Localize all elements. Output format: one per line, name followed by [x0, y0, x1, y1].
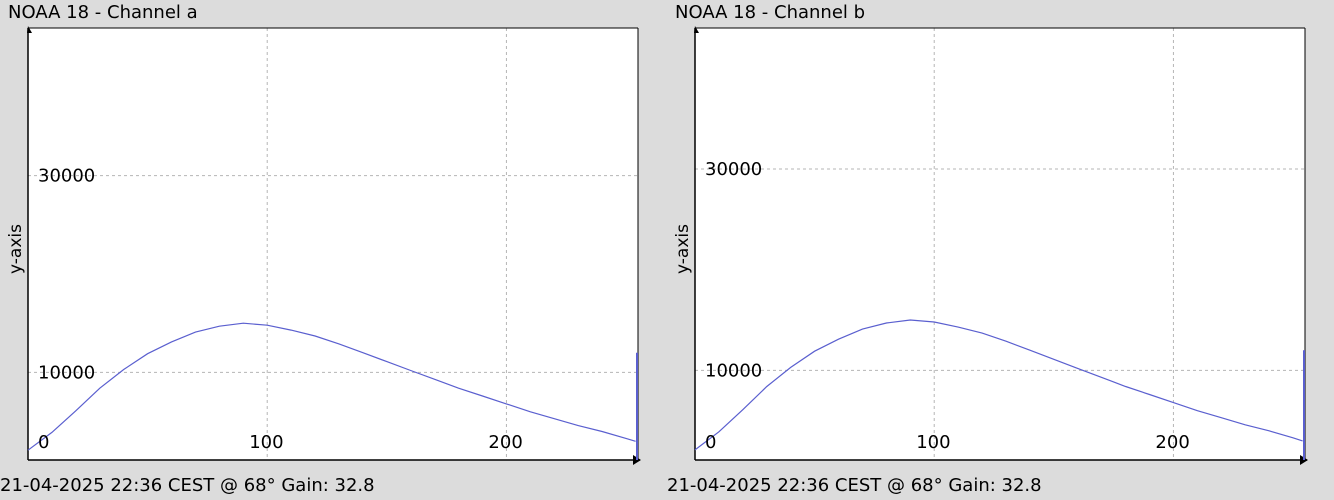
y-tick-label: 10000: [38, 362, 95, 383]
y-tick-label: 30000: [38, 166, 95, 187]
chart-plot: 0 100 200 10000 30000 y-axis: [6, 26, 641, 465]
y-tick-label: 10000: [705, 360, 762, 381]
chart-footer: 21-04-2025 22:36 CEST @ 68° Gain: 32.8: [0, 475, 375, 496]
y-axis-label: y-axis: [6, 224, 26, 274]
chart-title: NOAA 18 - Channel a: [8, 2, 198, 23]
x-tick-label: 200: [488, 432, 522, 453]
y-tick-label: 30000: [705, 159, 762, 180]
x-tick-label: 0: [705, 432, 716, 453]
chart-title: NOAA 18 - Channel b: [675, 2, 866, 23]
y-axis-label: y-axis: [673, 224, 693, 274]
series-line: [27, 322, 636, 451]
x-tick-label: 200: [1155, 432, 1189, 453]
plot-area: [695, 28, 1305, 460]
x-tick-label: 100: [916, 432, 950, 453]
plot-area: [28, 28, 638, 460]
chart-panel-a: NOAA 18 - Channel a 0 100 200 10000 30000 y-a…: [0, 2, 641, 496]
series-line: [694, 319, 1303, 451]
x-tick-label: 100: [249, 432, 283, 453]
chart-plot: 0 100 200 10000 30000 y-axis: [673, 26, 1308, 465]
y-axis-arrow: [27, 26, 32, 33]
chart-panel-b: NOAA 18 - Channel b 0 100 200 10000 30000 y-a…: [667, 0, 1334, 500]
y-axis-arrow: [694, 26, 699, 33]
chart-footer: 21-04-2025 22:36 CEST @ 68° Gain: 32.8: [667, 475, 1042, 496]
x-tick-label: 0: [38, 432, 49, 453]
